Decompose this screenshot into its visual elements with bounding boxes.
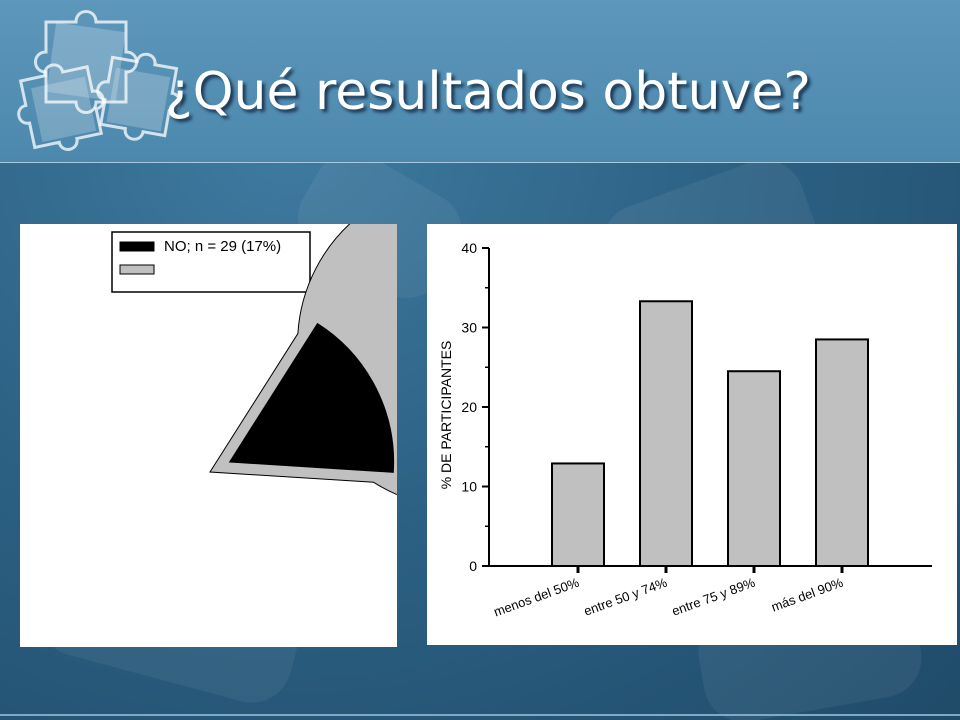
y-tick-label: 40 <box>461 240 477 256</box>
bar-chart: % DE PARTICIPANTES 0 10 20 30 40 menos del 5… <box>438 240 932 620</box>
puzzle-pieces-icon <box>17 10 182 151</box>
x-tick-label: entre 50 y 74% <box>582 575 670 619</box>
legend-swatch-si <box>119 264 155 275</box>
pie-chart-panel: NO; n = 29 (17%) <box>20 179 627 647</box>
legend-swatch-no <box>119 241 155 252</box>
bar <box>551 462 605 568</box>
bar-chart-panel: % DE PARTICIPANTES 0 10 20 30 40 menos del 5… <box>427 224 957 645</box>
legend-label-no: NO; n = 29 (17%) <box>164 238 281 255</box>
footer-line <box>0 714 960 716</box>
bar <box>815 338 869 567</box>
y-tick-label: 10 <box>461 479 477 495</box>
x-tick-label: entre 75 y 89% <box>670 575 758 619</box>
bar <box>727 370 781 567</box>
x-tick-label: más del 90% <box>769 575 845 615</box>
y-axis-label: % DE PARTICIPANTES <box>438 341 454 490</box>
pie-slice-no <box>228 322 395 473</box>
bar <box>639 300 693 567</box>
y-tick-label: 20 <box>461 399 477 415</box>
x-tick-label: menos del 50% <box>492 575 582 620</box>
pie-chart: NO; n = 29 (17%) <box>111 179 627 509</box>
y-tick-label: 0 <box>469 558 477 574</box>
pie-legend: NO; n = 29 (17%) <box>111 231 311 293</box>
page-title: ¿Qué resultados obtuve? <box>165 62 811 122</box>
y-tick-label: 30 <box>461 320 477 336</box>
